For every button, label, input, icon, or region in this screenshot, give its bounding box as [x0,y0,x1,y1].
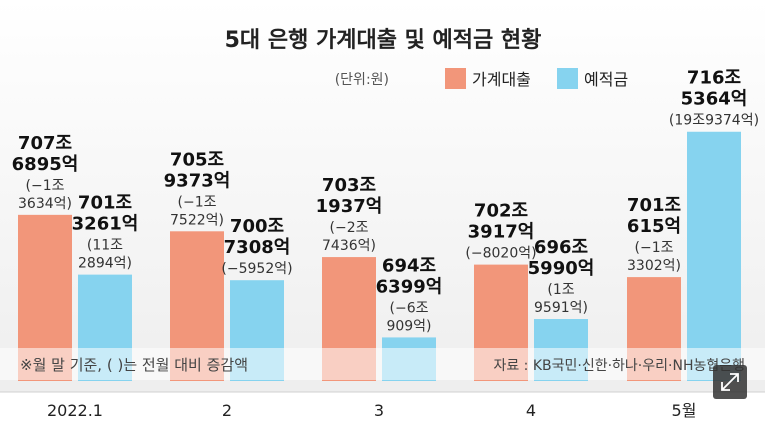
value-label-1-3: 5990억 [528,258,595,279]
value-label-1-3: 696조 [534,237,588,258]
change-label-1-3: (1조 [547,282,574,298]
value-label-0-4: 701조 [627,195,681,216]
expand-icon[interactable] [713,365,747,399]
value-labels-group: 3634억)(−1조6895억707조2894억)(11조3261억701조75… [12,68,759,335]
bar-deposits-4 [687,131,741,381]
legend-swatch-loans [445,68,466,89]
chart-title: 5대 은행 가계대출 및 예적금 현황 [225,28,542,53]
value-label-1-0: 701조 [78,193,132,214]
value-label-1-4: 716조 [687,68,741,89]
unit-note: (단위:원) [335,72,389,88]
change-label-0-0: (−1조 [26,178,65,194]
source-note: 자료 : KB국민·신한·하나·우리·NH농협은행 [493,358,745,374]
legend-label-loans: 가계대출 [472,70,531,89]
change-label-0-2: (−2조 [330,220,369,236]
value-label-1-1: 7308억 [224,237,291,258]
value-label-0-1: 705조 [170,149,224,170]
change-label-1-2: 909억) [386,318,431,334]
value-label-0-3: 702조 [474,201,528,222]
value-label-0-3: 3917억 [468,222,535,243]
change-label-1-2: (−6조 [390,300,429,316]
change-label-0-3: (−8020억) [465,246,536,262]
change-label-0-1: 7522억) [170,212,224,228]
change-label-0-0: 3634억) [18,196,72,212]
change-label-1-3: 9591억) [534,300,588,316]
change-label-0-1: (−1조 [178,194,217,210]
value-label-0-0: 707조 [18,133,72,154]
value-label-0-4: 615억 [627,216,681,237]
value-label-1-0: 3261억 [72,214,139,235]
change-label-1-0: (11조 [87,238,123,254]
value-label-1-4: 5364억 [681,89,748,110]
x-tick-label-3: 4 [526,401,536,420]
x-axis-ticks: 2022.1 2 3 4 5월 [47,401,696,420]
value-label-1-1: 700조 [230,216,284,237]
footnote: ※월 말 기준, ( )는 전월 대비 증감액 [20,356,248,374]
footnote-band [0,348,765,380]
legend-swatch-deposits [557,68,578,89]
x-tick-label-4: 5월 [672,401,697,420]
change-label-1-4: (19조9374억) [669,113,759,129]
change-label-1-0: 2894억) [78,256,132,272]
change-label-0-4: 3302억) [627,258,681,274]
value-label-0-1: 9373억 [164,170,231,191]
x-tick-label-1: 2 [222,401,232,420]
value-label-0-2: 703조 [322,175,376,196]
value-label-1-2: 6399억 [376,276,443,297]
legend-label-deposits: 예적금 [584,70,628,89]
value-label-0-0: 6895억 [12,154,79,175]
change-label-1-1: (−5952억) [221,261,292,277]
x-tick-label-2: 3 [374,401,384,420]
value-label-0-2: 1937억 [316,196,383,217]
change-label-0-4: (−1조 [635,240,674,256]
change-label-0-2: 7436억) [322,238,376,254]
x-tick-label-0: 2022.1 [47,401,103,420]
legend: 가계대출 예적금 [445,68,628,89]
value-label-1-2: 694조 [382,255,436,276]
